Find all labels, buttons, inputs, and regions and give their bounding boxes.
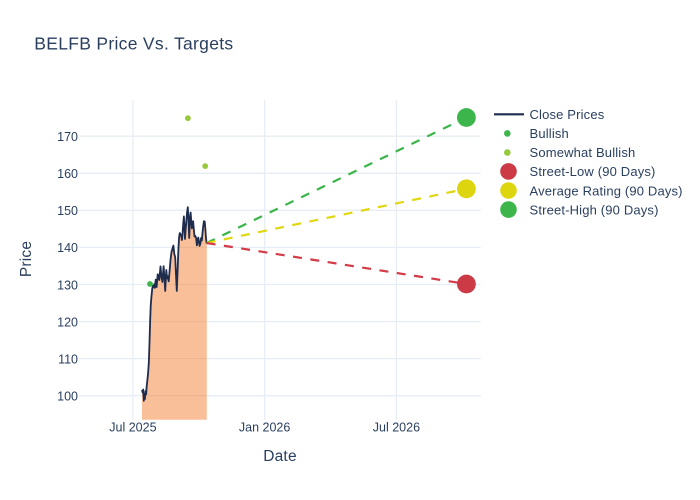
svg-text:Date: Date [263,448,297,465]
svg-text:Jul 2026: Jul 2026 [373,421,420,435]
svg-text:BELFB Price Vs. Targets: BELFB Price Vs. Targets [34,34,233,54]
svg-text:Somewhat Bullish: Somewhat Bullish [530,145,636,160]
svg-text:150: 150 [57,204,78,218]
svg-text:170: 170 [57,130,78,144]
svg-text:120: 120 [57,315,78,329]
svg-text:160: 160 [57,167,78,181]
svg-text:Jan 2026: Jan 2026 [239,421,290,435]
svg-text:100: 100 [57,390,78,404]
svg-text:Street-Low (90 Days): Street-Low (90 Days) [530,164,656,179]
svg-text:Jul 2025: Jul 2025 [109,421,156,435]
svg-text:110: 110 [58,352,78,366]
svg-text:Street-High (90 Days): Street-High (90 Days) [530,202,659,217]
svg-text:Average Rating (90 Days): Average Rating (90 Days) [530,183,683,198]
svg-text:Bullish: Bullish [530,126,569,141]
svg-text:140: 140 [57,241,78,255]
svg-text:Price: Price [18,241,35,277]
svg-text:Close Prices: Close Prices [530,107,605,122]
svg-text:130: 130 [57,278,78,292]
